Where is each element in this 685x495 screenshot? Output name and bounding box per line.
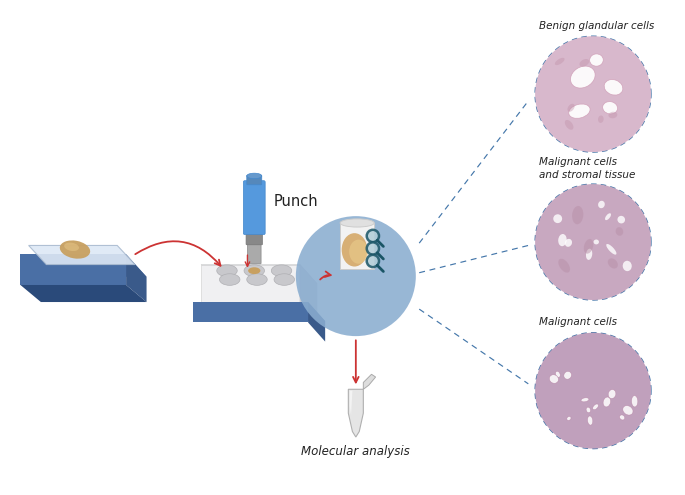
Ellipse shape — [558, 259, 570, 273]
FancyArrowPatch shape — [320, 271, 331, 280]
Text: Malignant cells: Malignant cells — [538, 317, 616, 327]
Ellipse shape — [566, 416, 571, 420]
Ellipse shape — [603, 101, 618, 114]
Ellipse shape — [623, 405, 633, 415]
Ellipse shape — [555, 58, 564, 65]
Ellipse shape — [244, 265, 264, 277]
Polygon shape — [340, 223, 374, 269]
Ellipse shape — [342, 233, 367, 266]
Ellipse shape — [584, 239, 593, 253]
Text: Malignant cells
and stromal tissue: Malignant cells and stromal tissue — [538, 157, 635, 180]
Circle shape — [535, 36, 651, 152]
Ellipse shape — [588, 416, 593, 425]
FancyArrowPatch shape — [135, 241, 221, 266]
Ellipse shape — [349, 240, 368, 264]
FancyBboxPatch shape — [243, 181, 265, 235]
Ellipse shape — [581, 398, 589, 402]
FancyBboxPatch shape — [247, 242, 261, 264]
Polygon shape — [126, 254, 147, 302]
Ellipse shape — [598, 115, 603, 123]
Ellipse shape — [590, 54, 603, 66]
Ellipse shape — [608, 390, 616, 398]
Text: Punch: Punch — [273, 195, 318, 209]
Polygon shape — [308, 302, 325, 342]
Text: Benign glandular cells: Benign glandular cells — [538, 21, 653, 31]
Ellipse shape — [549, 375, 558, 383]
Ellipse shape — [564, 371, 571, 379]
Polygon shape — [29, 246, 135, 264]
Ellipse shape — [556, 371, 560, 377]
Ellipse shape — [606, 244, 616, 254]
Ellipse shape — [605, 213, 611, 220]
Ellipse shape — [572, 206, 584, 224]
Ellipse shape — [632, 396, 638, 407]
Ellipse shape — [248, 267, 260, 274]
Ellipse shape — [608, 258, 618, 269]
Ellipse shape — [617, 216, 625, 223]
Ellipse shape — [598, 201, 605, 208]
Ellipse shape — [603, 397, 610, 407]
Ellipse shape — [567, 104, 575, 112]
Ellipse shape — [619, 415, 625, 420]
Ellipse shape — [340, 219, 374, 227]
Ellipse shape — [247, 173, 262, 179]
Ellipse shape — [623, 261, 632, 271]
Ellipse shape — [274, 274, 295, 285]
FancyBboxPatch shape — [246, 231, 262, 245]
Polygon shape — [363, 374, 375, 389]
Polygon shape — [201, 264, 300, 302]
Ellipse shape — [558, 234, 566, 246]
Circle shape — [535, 333, 651, 448]
Ellipse shape — [586, 407, 590, 413]
Ellipse shape — [271, 265, 292, 277]
Ellipse shape — [565, 239, 572, 247]
Ellipse shape — [60, 241, 90, 259]
Ellipse shape — [594, 240, 599, 245]
FancyArrowPatch shape — [353, 340, 359, 383]
Circle shape — [366, 255, 379, 267]
Polygon shape — [193, 302, 325, 321]
Polygon shape — [349, 389, 363, 437]
Ellipse shape — [216, 265, 237, 277]
Ellipse shape — [608, 112, 617, 118]
Ellipse shape — [571, 66, 595, 88]
Polygon shape — [21, 254, 126, 285]
Polygon shape — [21, 285, 147, 302]
Ellipse shape — [580, 59, 589, 66]
Ellipse shape — [219, 274, 240, 285]
Circle shape — [296, 216, 416, 336]
Circle shape — [535, 184, 651, 300]
Circle shape — [366, 230, 379, 242]
Ellipse shape — [553, 214, 562, 223]
Ellipse shape — [593, 404, 599, 410]
Ellipse shape — [64, 243, 79, 251]
Ellipse shape — [565, 120, 573, 130]
Ellipse shape — [586, 248, 593, 260]
Polygon shape — [193, 302, 308, 322]
Polygon shape — [350, 391, 352, 415]
Text: Molecular analysis: Molecular analysis — [301, 445, 410, 458]
Ellipse shape — [616, 227, 623, 236]
Polygon shape — [201, 264, 317, 284]
Circle shape — [366, 243, 379, 254]
Ellipse shape — [604, 80, 623, 95]
FancyBboxPatch shape — [247, 175, 262, 185]
Polygon shape — [21, 254, 147, 277]
Ellipse shape — [569, 104, 590, 118]
Ellipse shape — [247, 274, 267, 285]
Polygon shape — [300, 264, 317, 321]
